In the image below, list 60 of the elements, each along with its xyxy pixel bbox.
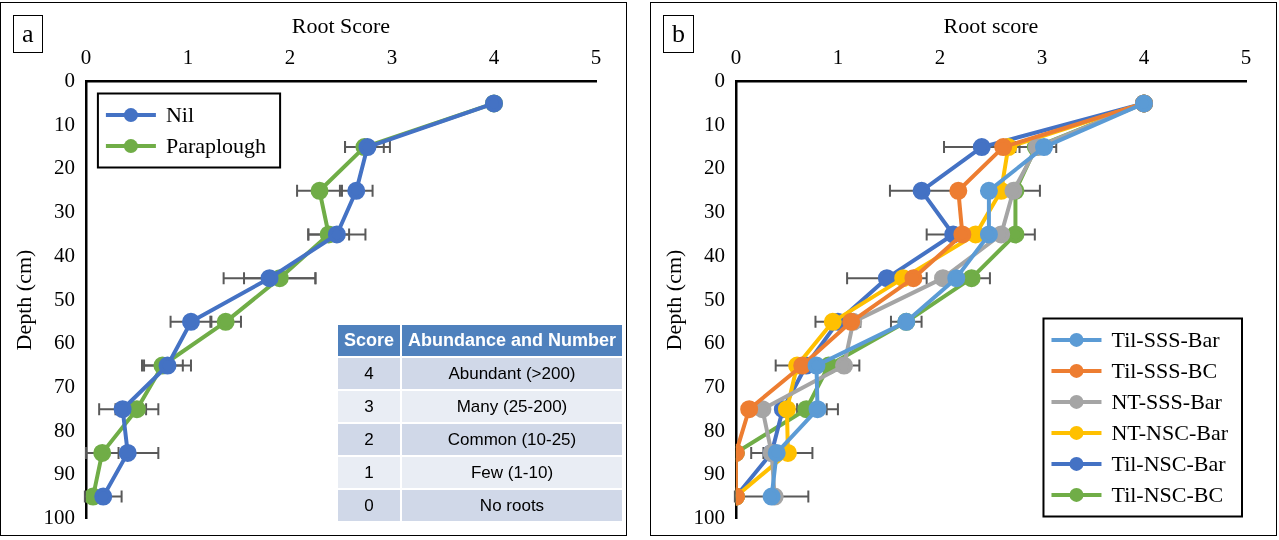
y-tick-label: 30 <box>53 199 75 224</box>
legend-label: Nil <box>165 101 195 127</box>
x-axis-title: Root score <box>943 12 1039 38</box>
annotation: 0 <box>337 490 402 522</box>
text: b <box>663 15 694 53</box>
x-tick-label: 2 <box>284 44 296 69</box>
legend-label: NT-NSC-Bar <box>1111 419 1229 445</box>
annotation: 1 <box>337 457 402 489</box>
legend-label: Til-SSS-BC <box>1111 357 1218 383</box>
y-tick-label: 10 <box>53 111 75 136</box>
y-tick-label: 10 <box>703 111 725 136</box>
y-tick-label: 30 <box>703 199 725 224</box>
y-tick-label: 90 <box>53 461 75 486</box>
y-tick-label: 40 <box>53 242 75 267</box>
annotation: Abundant (>200) <box>401 358 622 390</box>
y-axis-title: Depth (cm) <box>660 249 686 351</box>
x-tick-label: 0 <box>80 44 92 69</box>
x-tick-label: 2 <box>934 44 946 69</box>
x-tick-label: 1 <box>182 44 194 69</box>
y-tick-label: 70 <box>703 373 725 398</box>
y-tick-label: 50 <box>703 286 725 311</box>
annotation: No roots <box>401 490 622 522</box>
y-tick-label: 60 <box>703 330 725 355</box>
legend-label: Til-NSC-Bar <box>1111 450 1227 476</box>
text: a <box>13 15 43 53</box>
y-tick-label: 20 <box>53 155 75 180</box>
x-tick-label: 5 <box>1240 44 1252 69</box>
annotation: Few (1-10) <box>401 457 622 489</box>
legend-label: NT-SSS-Bar <box>1111 388 1223 414</box>
y-tick-label: 80 <box>53 417 75 442</box>
x-tick-label: 3 <box>1036 44 1048 69</box>
x-tick-label: 4 <box>488 44 500 69</box>
x-tick-label: 0 <box>730 44 742 69</box>
x-tick-label: 1 <box>832 44 844 69</box>
y-tick-label: 40 <box>703 242 725 267</box>
y-tick-label: 0 <box>64 68 75 93</box>
y-tick-label: 0 <box>714 68 725 93</box>
y-tick-label: 80 <box>703 417 725 442</box>
y-tick-label: 20 <box>703 155 725 180</box>
x-tick-label: 5 <box>590 44 602 69</box>
annotation: 3 <box>337 391 402 423</box>
annotation: 2 <box>337 424 402 456</box>
y-tick-label: 90 <box>703 461 725 486</box>
y-tick-label: 100 <box>693 504 725 529</box>
annotation: Many (25-200) <box>401 391 622 423</box>
annotation: Common (10-25) <box>401 424 622 456</box>
y-tick-label: 60 <box>53 330 75 355</box>
y-axis-title: Depth (cm) <box>10 249 36 351</box>
annotation: 4 <box>337 358 402 390</box>
x-tick-label: 4 <box>1138 44 1150 69</box>
y-tick-label: 100 <box>43 504 75 529</box>
annotation: Abundance and Number <box>401 325 622 357</box>
legend-label: Paraplough <box>165 132 267 158</box>
x-axis-title: Root Score <box>291 12 391 38</box>
y-tick-label: 50 <box>53 286 75 311</box>
legend-label: Til-NSC-BC <box>1111 481 1224 507</box>
annotation: Score <box>337 325 402 357</box>
y-tick-label: 70 <box>53 373 75 398</box>
x-tick-label: 3 <box>386 44 398 69</box>
legend-label: Til-SSS-Bar <box>1111 326 1221 352</box>
